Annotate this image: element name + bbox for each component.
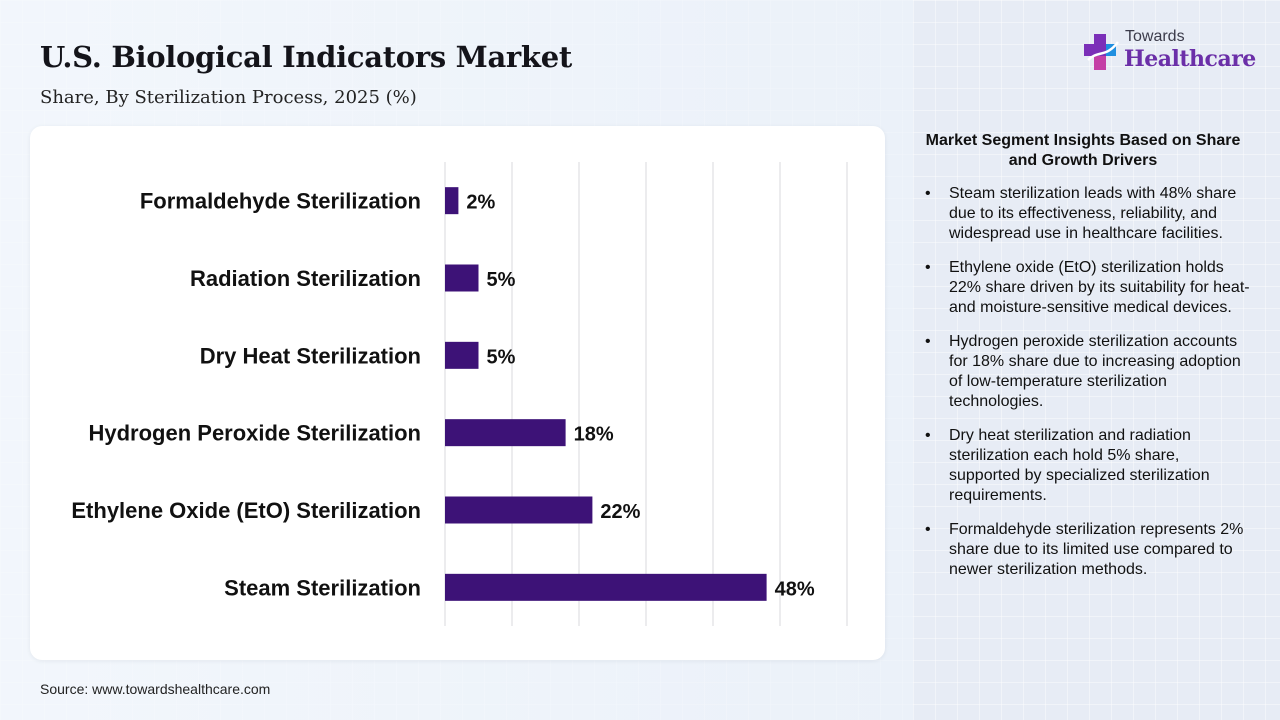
page-title: U.S. Biological Indicators Market	[40, 40, 572, 74]
bar	[445, 496, 593, 524]
insight-text: Hydrogen peroxide sterilization accounts…	[949, 333, 1241, 410]
source-note: Source: www.towardshealthcare.com	[40, 681, 271, 697]
bullet-icon: •	[925, 521, 931, 538]
insight-text: Steam sterilization leads with 48% share…	[949, 185, 1237, 242]
category-label: Dry Heat Sterilization	[200, 343, 421, 368]
bullet-icon: •	[925, 185, 931, 202]
category-label: Steam Sterilization	[224, 575, 421, 600]
right-panel	[913, 0, 1280, 720]
logo-text-top: Towards	[1125, 28, 1185, 45]
cross-icon	[1084, 34, 1119, 70]
insight-item: • Steam sterilization leads with 48% shar…	[922, 184, 1252, 244]
data-label: 18%	[574, 424, 614, 446]
insight-item: • Ethylene oxide (EtO) sterilization hold…	[922, 258, 1252, 318]
bar	[445, 419, 566, 447]
insight-item: • Hydrogen peroxide sterilization account…	[922, 332, 1252, 412]
bullet-icon: •	[925, 333, 931, 350]
data-label: 5%	[487, 269, 516, 291]
insights-title: Market Segment Insights Based on Share a…	[925, 132, 1241, 169]
bar	[445, 573, 767, 601]
logo-text-bottom: Healthcare	[1124, 46, 1256, 72]
bar	[445, 264, 479, 292]
logo: Towards Healthcare	[1080, 26, 1260, 82]
bullet-icon: •	[925, 259, 931, 276]
insight-text: Ethylene oxide (EtO) sterilization holds…	[949, 259, 1250, 316]
bar-chart: Formaldehyde Sterilization 2% Radiation St…	[71, 162, 848, 626]
page-subtitle: Share, By Sterilization Process, 2025 (%…	[40, 87, 417, 108]
chart-card: Formaldehyde Sterilization 2% Radiation St…	[30, 126, 885, 660]
category-label: Ethylene Oxide (EtO) Sterilization	[71, 498, 421, 523]
category-label: Formaldehyde Sterilization	[140, 189, 421, 214]
data-label: 2%	[466, 192, 495, 214]
insight-text: Dry heat sterilization and radiation ste…	[949, 427, 1210, 504]
bullet-icon: •	[925, 427, 931, 444]
insight-item: • Dry heat sterilization and radiation st…	[922, 426, 1252, 506]
data-label: 48%	[775, 578, 815, 600]
bar	[445, 341, 479, 369]
category-label: Hydrogen Peroxide Sterilization	[88, 421, 421, 446]
category-label: Radiation Sterilization	[190, 266, 421, 291]
insight-text: Formaldehyde sterilization represents 2%…	[949, 521, 1244, 578]
data-label: 22%	[600, 501, 640, 523]
data-label: 5%	[487, 346, 516, 368]
insight-item: • Formaldehyde sterilization represents 2…	[922, 520, 1252, 580]
insights-list: • Steam sterilization leads with 48% shar…	[922, 184, 1252, 594]
bar	[445, 187, 459, 215]
